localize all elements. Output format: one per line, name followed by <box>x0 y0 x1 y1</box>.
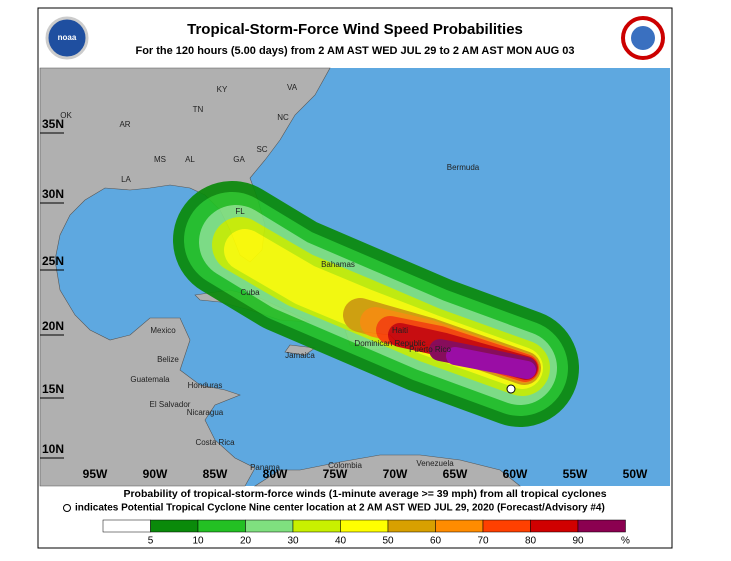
place-label: Haiti <box>392 326 408 335</box>
probability-bands <box>173 181 579 427</box>
place-label: OK <box>60 111 72 120</box>
place-label: SC <box>256 145 267 154</box>
place-label: LA <box>121 175 131 184</box>
legend-tick: 80 <box>525 536 537 547</box>
center-symbol <box>63 504 71 512</box>
place-label: Honduras <box>188 381 223 390</box>
lon-label: 60W <box>503 467 528 481</box>
place-label: Bermuda <box>447 163 480 172</box>
lon-label: 85W <box>203 467 228 481</box>
title: Tropical-Storm-Force Wind Speed Probabil… <box>187 21 523 38</box>
legend-unit: % <box>621 536 630 547</box>
legend-swatch <box>340 519 389 533</box>
legend-swatch <box>245 519 294 533</box>
lon-label: 95W <box>83 467 108 481</box>
lat-label: 15N <box>42 382 64 396</box>
legend-swatch <box>197 519 246 533</box>
legend-swatch <box>387 519 436 533</box>
legend: 5 10 20 30 40 50 60 70 80 90% <box>102 519 630 547</box>
place-label: Venezuela <box>416 459 454 468</box>
legend-tick: 10 <box>192 536 204 547</box>
place-label: VA <box>287 83 298 92</box>
lat-label: 35N <box>42 117 64 131</box>
legend-swatch <box>530 519 579 533</box>
place-label: Bahamas <box>321 260 355 269</box>
center-location <box>506 384 516 394</box>
place-label: FL <box>235 207 245 216</box>
probability-band <box>446 347 536 379</box>
legend-swatch <box>577 519 626 533</box>
nws-logo-center <box>631 26 655 50</box>
footer-line2: indicates Potential Tropical Cyclone Nin… <box>75 503 605 514</box>
place-label: Costa Rica <box>195 438 235 447</box>
legend-tick: 5 <box>148 536 154 547</box>
subtitle: For the 120 hours (5.00 days) from 2 AM … <box>135 45 574 57</box>
legend-swatch <box>102 519 151 533</box>
place-label: Dominican Republic <box>354 339 425 348</box>
place-label: Colombia <box>328 461 362 470</box>
place-labels: 35N 30N 25N 20N 15N 10N 95W 90W 85W 80W 75W 70W 65W 6… <box>40 83 648 481</box>
lat-label: 30N <box>42 187 64 201</box>
place-label: Belize <box>157 355 179 364</box>
lat-label: 10N <box>42 442 64 456</box>
legend-tick: 30 <box>287 536 299 547</box>
footer-line1: Probability of tropical-storm-force wind… <box>123 488 606 500</box>
place-label: AR <box>119 120 130 129</box>
place-label: Mexico <box>150 326 176 335</box>
south-america <box>253 454 521 487</box>
place-label: TN <box>193 105 204 114</box>
jamaica <box>284 344 316 356</box>
noaa-logo <box>45 16 89 60</box>
legend-tick: 20 <box>240 536 252 547</box>
place-label: Nicaragua <box>187 408 224 417</box>
lon-label: 50W <box>623 467 648 481</box>
place-label: El Salvador <box>150 400 191 409</box>
place-label: NC <box>277 113 289 122</box>
legend-swatch <box>435 519 484 533</box>
place-label: Jamaica <box>285 351 315 360</box>
place-label: KY <box>217 85 228 94</box>
place-label: Cuba <box>240 288 260 297</box>
lat-label: 20N <box>42 319 64 333</box>
legend-tick: 90 <box>572 536 584 547</box>
lon-label: 65W <box>443 467 468 481</box>
place-label: Puerto Rico <box>409 345 451 354</box>
place-label: Panama <box>250 463 280 472</box>
legend-tick: 60 <box>430 536 442 547</box>
legend-swatch <box>150 519 199 533</box>
place-label: GA <box>233 155 245 164</box>
lon-label: 90W <box>143 467 168 481</box>
legend-tick: 50 <box>382 536 394 547</box>
lon-label: 75W <box>323 467 348 481</box>
place-label: Guatemala <box>130 375 170 384</box>
place-label: AL <box>185 155 195 164</box>
lon-label: 70W <box>383 467 408 481</box>
place-label: MS <box>154 155 166 164</box>
lon-label: 55W <box>563 467 588 481</box>
lat-label: 25N <box>42 254 64 268</box>
lon-label: 80W <box>263 467 288 481</box>
legend-swatch <box>292 519 341 533</box>
legend-swatch <box>482 519 531 533</box>
legend-tick: 40 <box>335 536 347 547</box>
legend-tick: 70 <box>477 536 489 547</box>
logo-text: noaa <box>58 33 77 42</box>
